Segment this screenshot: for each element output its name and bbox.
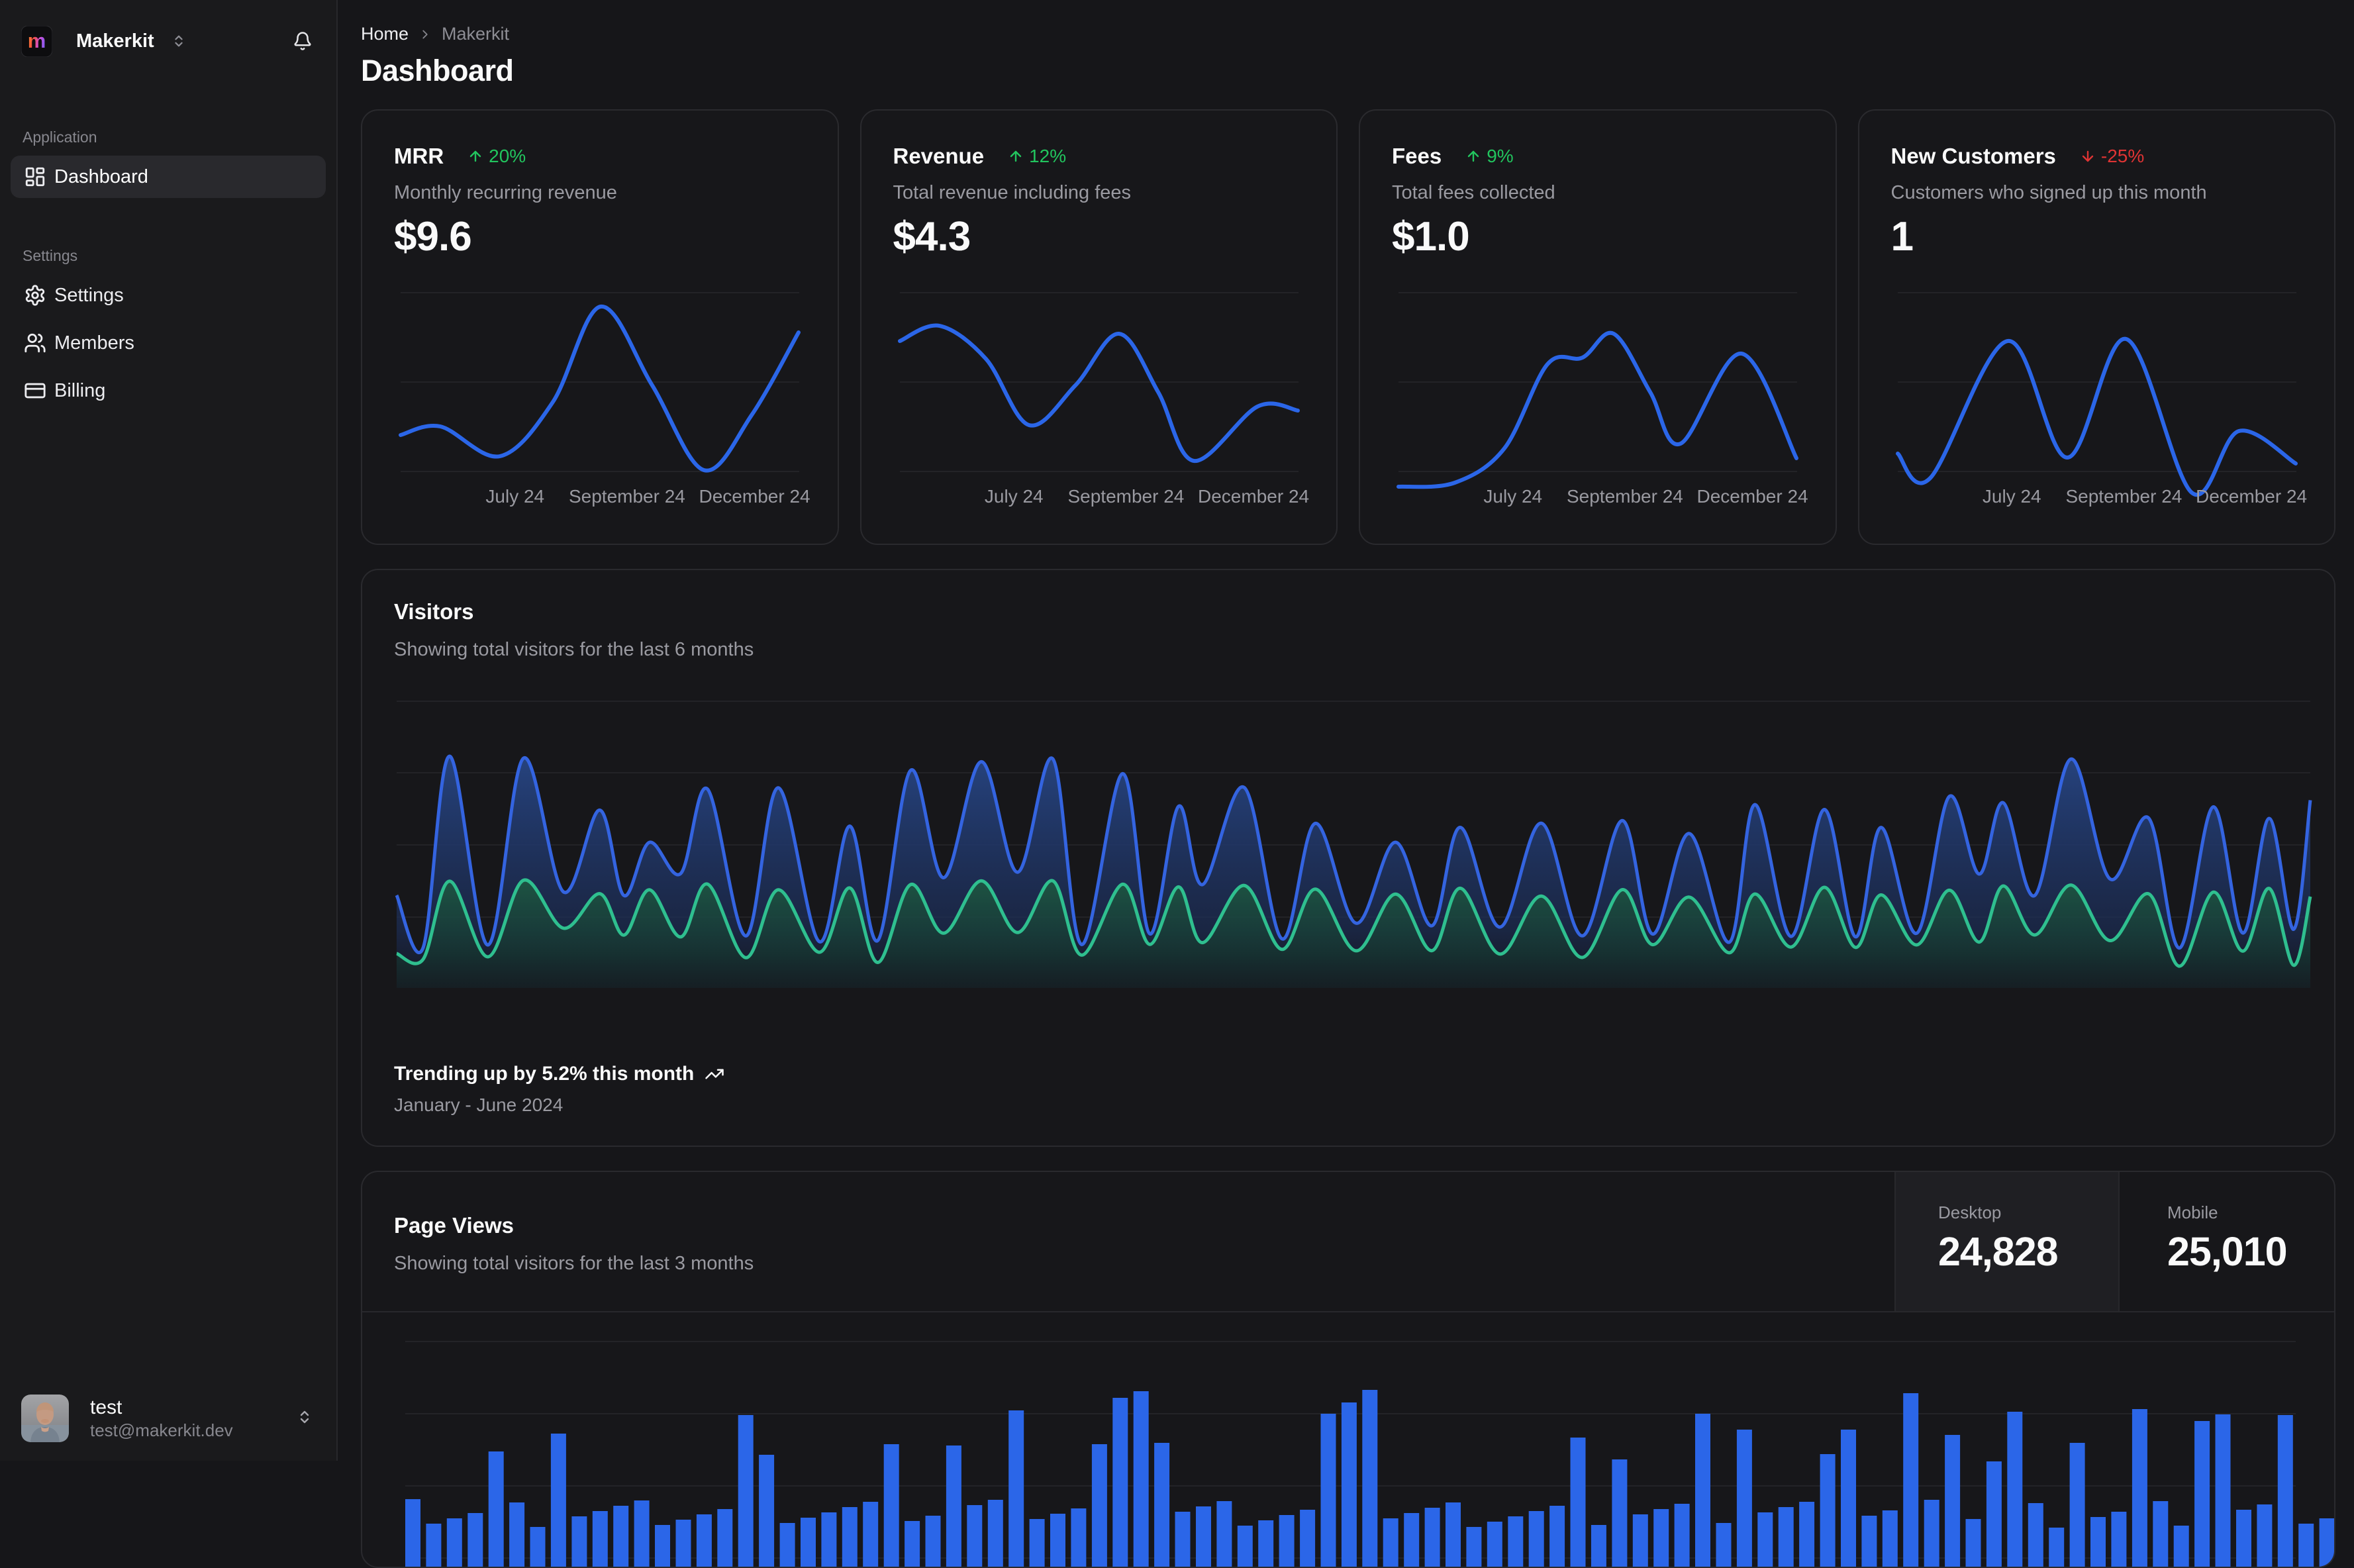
svg-text:m: m xyxy=(28,29,46,52)
